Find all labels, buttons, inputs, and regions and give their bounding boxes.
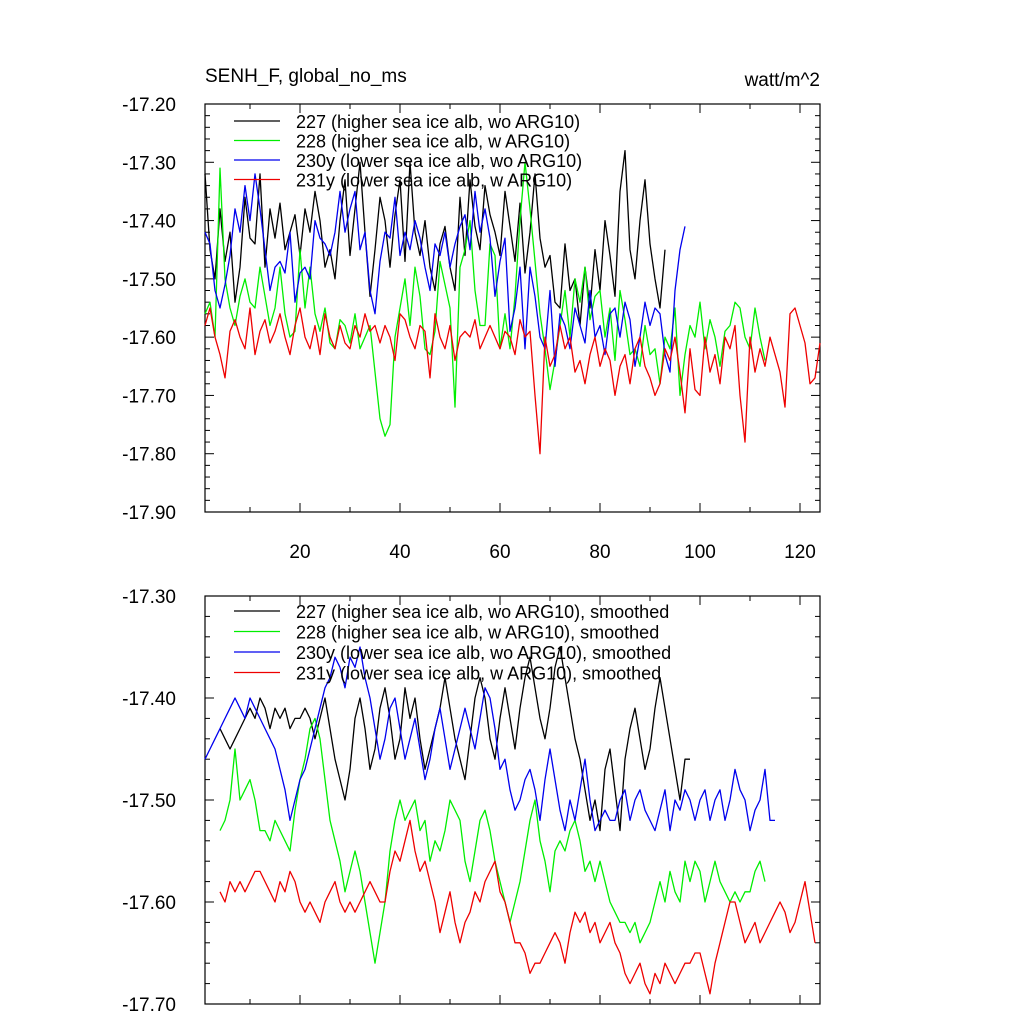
- y-tick-label: -17.40: [122, 689, 176, 710]
- y-tick-label: -17.70: [122, 386, 176, 407]
- x-tick-label: 60: [489, 542, 510, 563]
- series-line-2: [204, 173, 686, 373]
- legend-label-2: 230y (lower sea ice alb, wo ARG10), smoo…: [296, 643, 671, 663]
- y-tick-label: -17.70: [122, 995, 176, 1016]
- x-tick-label: 80: [589, 542, 610, 563]
- y-tick-label: -17.50: [122, 270, 176, 291]
- series-line-0: [219, 646, 690, 832]
- legend-label-1: 228 (higher sea ice alb, w ARG10): [296, 132, 570, 152]
- x-tick-label: 100: [684, 542, 716, 563]
- y-tick-label: -17.30: [122, 587, 176, 608]
- series-line-1: [219, 717, 766, 964]
- legend-label-3: 231y (lower sea ice alb, w ARG10), smoot…: [296, 664, 661, 684]
- y-tick-label: -17.50: [122, 791, 176, 812]
- series-line-2: [204, 646, 775, 832]
- legend-label-0: 227 (higher sea ice alb, wo ARG10), smoo…: [296, 602, 669, 622]
- legend-label-2: 230y (lower sea ice alb, wo ARG10): [296, 151, 582, 171]
- legend-label-3: 231y (lower sea ice alb, w ARG10): [296, 171, 572, 191]
- x-tick-label: 120: [784, 542, 816, 563]
- series-line-3: [204, 307, 821, 455]
- legend-label-1: 228 (higher sea ice alb, w ARG10), smoot…: [296, 623, 659, 643]
- x-tick-label: 20: [289, 542, 310, 563]
- y-tick-label: -17.90: [122, 503, 176, 524]
- series-line-3: [219, 819, 816, 995]
- legend-label-0: 227 (higher sea ice alb, wo ARG10): [296, 112, 580, 132]
- y-tick-label: -17.80: [122, 445, 176, 466]
- chart-title: SENH_F, global_no_ms: [205, 66, 407, 87]
- y-tick-label: -17.40: [122, 212, 176, 233]
- y-tick-label: -17.60: [122, 893, 176, 914]
- x-tick-label: 40: [389, 542, 410, 563]
- top-plot-frame: [204, 103, 821, 513]
- series-line-1: [204, 161, 766, 437]
- y-tick-label: -17.60: [122, 328, 176, 349]
- y-tick-label: -17.30: [122, 153, 176, 174]
- series-line-0: [204, 149, 666, 327]
- y-tick-label: -17.20: [122, 95, 176, 116]
- chart-units: watt/m^2: [744, 70, 820, 91]
